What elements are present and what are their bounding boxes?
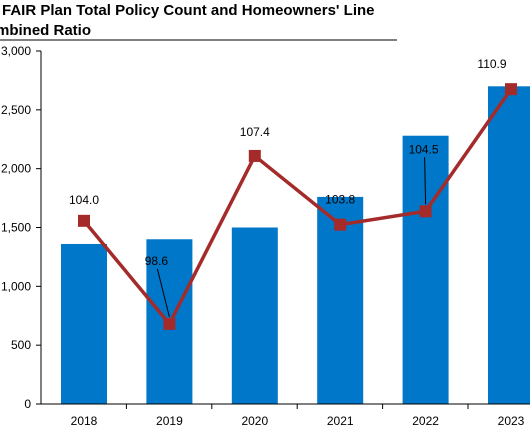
bar-2022	[402, 135, 449, 404]
data-label-2022: 104.5	[409, 142, 439, 156]
bar-2023	[488, 86, 530, 405]
leader-line	[156, 268, 170, 317]
chart-title-line-2: mbined Ratio	[0, 22, 91, 39]
x-tick-label: 2020	[241, 414, 268, 428]
bar-2020	[231, 227, 278, 404]
line-series-group	[78, 83, 517, 330]
y-tick-label: 2,000	[1, 162, 31, 176]
data-label-2019: 98.6	[145, 254, 169, 268]
x-tick-label: 2022	[412, 414, 439, 428]
x-tick-label: 2018	[71, 414, 98, 428]
combined-ratio-line	[82, 88, 513, 326]
line-marker-2021	[334, 218, 347, 231]
y-tick-label: 1,500	[1, 221, 31, 235]
x-tick-label: 2019	[156, 414, 183, 428]
line-marker-2022	[419, 205, 432, 218]
bar-2021	[317, 196, 364, 404]
data-label-2018: 104.0	[69, 193, 99, 207]
y-tick-label: 500	[11, 338, 31, 352]
x-tick-label: 2023	[498, 414, 525, 428]
leader-line	[424, 157, 427, 205]
line-marker-2019	[163, 317, 176, 330]
y-tick-label: 2,500	[1, 103, 31, 117]
y-tick-label: 3,000	[1, 44, 31, 58]
data-label-2021: 103.8	[325, 193, 355, 207]
bars-group	[61, 86, 530, 405]
bar-2018	[61, 243, 107, 404]
y-tick-label: 0	[24, 397, 31, 411]
data-label-2020: 107.4	[240, 125, 270, 139]
axes-group: 3,000 2,500 2,000 1,500 1,000 500 0 2018 2019 202…	[1, 44, 530, 428]
line-marker-2020	[248, 149, 261, 162]
line-marker-2018	[78, 214, 90, 227]
chart-title-line-1: FAIR Plan Total Policy Count and Homeown…	[2, 2, 375, 19]
y-tick-label: 1,000	[1, 279, 31, 293]
data-label-2023: 110.9	[477, 57, 506, 71]
x-tick-label: 2021	[327, 414, 354, 428]
line-marker-2023	[505, 83, 517, 96]
data-labels-group: 104.0 98.6 107.4 103.8 104.5 110.9	[69, 57, 507, 317]
